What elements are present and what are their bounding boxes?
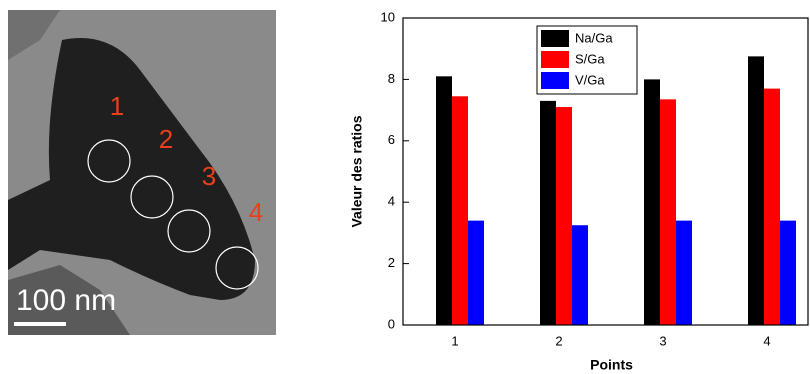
legend-label: Na/Ga [575, 30, 613, 45]
plot-frame [402, 17, 809, 326]
scale-bar-label: 100 nm [16, 284, 116, 317]
legend-label: V/Ga [575, 72, 605, 87]
circle [130, 175, 174, 219]
x-axis-label: Points [590, 357, 633, 373]
legend-swatch [541, 72, 569, 89]
legend-swatch [541, 30, 569, 47]
y-tick-label: 10 [381, 9, 395, 24]
legend-swatch [541, 51, 569, 68]
y-tick-label: 4 [388, 194, 395, 209]
bar [540, 100, 556, 325]
bar [748, 56, 764, 325]
scale-bar [14, 322, 66, 326]
x-tick-label: 4 [763, 333, 770, 348]
bar [676, 220, 692, 325]
bar [572, 225, 588, 325]
circle [215, 246, 259, 290]
circle [167, 209, 211, 253]
x-tick-label: 1 [451, 333, 458, 348]
bar [452, 96, 468, 325]
x-tick-label: 2 [555, 333, 562, 348]
y-tick-label: 2 [388, 255, 395, 270]
point-label: 3 [202, 161, 216, 191]
point-label: 1 [110, 91, 124, 121]
y-tick-label: 8 [388, 71, 395, 86]
point-label: 2 [159, 124, 173, 154]
bar [556, 107, 572, 325]
y-tick-label: 6 [388, 132, 395, 147]
bar [660, 99, 676, 325]
circle [87, 139, 131, 183]
grid-film [8, 10, 60, 60]
particle [8, 38, 255, 300]
bar [780, 220, 796, 325]
bar [468, 220, 484, 325]
micrograph: 1 2 3 4 100 nm [8, 10, 276, 335]
bar [644, 79, 660, 326]
y-axis-label: Valeur des ratios [349, 115, 365, 227]
bar [436, 76, 452, 325]
point-label: 4 [249, 197, 263, 227]
legend-label: S/Ga [575, 51, 605, 66]
bar [764, 88, 780, 325]
x-tick-label: 3 [659, 333, 666, 348]
y-tick-label: 0 [388, 316, 395, 331]
support [8, 265, 130, 335]
